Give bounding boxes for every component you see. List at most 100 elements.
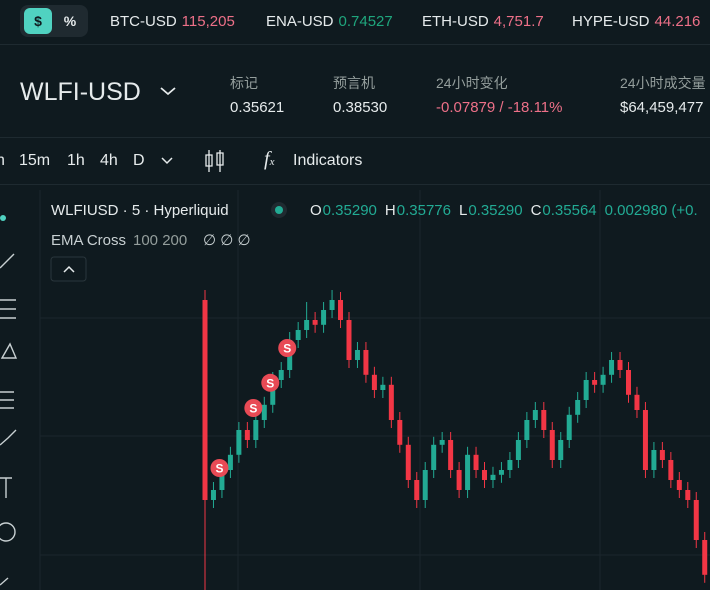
candle-body bbox=[685, 490, 691, 500]
candle-body bbox=[575, 400, 581, 415]
interval-dropdown[interactable] bbox=[160, 156, 174, 166]
stat-label: 标记 bbox=[230, 75, 258, 91]
sell-signal-label: S bbox=[249, 402, 257, 416]
market-stat: 预言机 0.38530 bbox=[333, 73, 387, 116]
candle-body bbox=[448, 440, 454, 470]
ticker-item[interactable]: ETH-USD 4,751.7 bbox=[422, 13, 544, 30]
candle-body bbox=[482, 470, 488, 480]
candle-body bbox=[295, 330, 301, 340]
market-stat: 24小时变化 -0.07879 / -18.11% bbox=[436, 73, 562, 116]
ticker-bar: $ % BTC-USD 115,205 ENA-USD 0.74527 ETH-USD 4… bbox=[0, 0, 710, 45]
candle-body bbox=[354, 350, 360, 360]
candle-body bbox=[515, 440, 521, 460]
candle-body bbox=[227, 454, 233, 470]
candle-body bbox=[659, 450, 665, 460]
candle-body bbox=[422, 470, 428, 500]
currency-button[interactable]: % bbox=[63, 13, 77, 29]
sell-signal bbox=[261, 373, 280, 392]
candle-body bbox=[371, 374, 377, 390]
candle-body bbox=[702, 540, 708, 575]
ticker-price: 44.216 bbox=[654, 13, 701, 30]
interval-button[interactable]: 15m bbox=[19, 152, 51, 169]
candle-body bbox=[431, 444, 437, 470]
stat-value: 0.38530 bbox=[333, 99, 388, 116]
ticker-item[interactable]: BTC-USD 115,205 bbox=[110, 13, 235, 30]
ticker-symbol: ENA-USD bbox=[266, 13, 334, 30]
indicator-values: ∅ ∅ ∅ bbox=[203, 232, 251, 249]
ticker-price: 4,751.7 bbox=[493, 13, 544, 30]
candle-body bbox=[338, 300, 344, 320]
interval-button[interactable]: D bbox=[133, 152, 145, 169]
candle-body bbox=[583, 380, 589, 400]
candle-body bbox=[380, 384, 386, 390]
candle-body bbox=[600, 374, 606, 385]
candle-body bbox=[498, 470, 504, 475]
dropdown-icon[interactable] bbox=[158, 84, 178, 98]
candle-body bbox=[210, 490, 216, 500]
toolbar: h 15m 1h 4h D fx Indicators bbox=[0, 137, 710, 185]
candle-body bbox=[473, 454, 479, 470]
ticker-item[interactable]: HYPE-USD 44.216 bbox=[572, 13, 700, 30]
stat-label: 24小时变化 bbox=[436, 75, 508, 91]
candle-body bbox=[253, 420, 259, 440]
candle-body bbox=[363, 350, 369, 375]
sell-signal bbox=[244, 399, 263, 417]
candle-body bbox=[329, 300, 335, 310]
ohlc-change: 0.002980 (+0. bbox=[605, 202, 698, 219]
collapse-icon bbox=[63, 265, 75, 273]
stat-value: $64,459,477 bbox=[620, 99, 704, 116]
stat-label: 预言机 bbox=[333, 75, 375, 91]
indicator-params: 100 200 bbox=[133, 232, 187, 249]
ticker-price: 115,205 bbox=[181, 13, 235, 30]
ticker-item[interactable]: ENA-USD 0.74527 bbox=[266, 13, 393, 30]
candle-body bbox=[321, 310, 327, 325]
ticker-symbol: ETH-USD bbox=[422, 13, 489, 30]
candle-body bbox=[278, 370, 284, 380]
market-name[interactable]: WLFI-USD bbox=[20, 78, 141, 106]
interval-button[interactable]: 4h bbox=[100, 152, 118, 169]
candle-body bbox=[524, 420, 530, 440]
collapse-button[interactable] bbox=[50, 256, 87, 282]
candle-body bbox=[609, 360, 615, 375]
sell-signal-label: S bbox=[283, 342, 291, 356]
ticker-symbol: HYPE-USD bbox=[572, 13, 650, 30]
sell-signal-label: S bbox=[266, 376, 274, 390]
candle-body bbox=[651, 450, 657, 470]
stat-value: 0.35621 bbox=[230, 99, 285, 116]
candle-body bbox=[304, 320, 310, 330]
candle-body bbox=[634, 394, 640, 410]
fx-icon[interactable]: fx bbox=[264, 148, 275, 170]
candle-type-icon[interactable] bbox=[204, 148, 226, 174]
candle-body bbox=[405, 444, 411, 480]
sell-signal-label: S bbox=[215, 462, 223, 476]
candle-body bbox=[244, 430, 250, 440]
currency-button[interactable]: $ bbox=[24, 8, 52, 34]
candle-body bbox=[312, 320, 318, 325]
candle-body bbox=[346, 320, 352, 360]
candle-body bbox=[693, 500, 699, 540]
candle-body bbox=[566, 414, 572, 440]
candle-body bbox=[414, 480, 420, 500]
candle-body bbox=[397, 420, 403, 445]
candle-body bbox=[456, 470, 462, 490]
candle-body bbox=[388, 384, 394, 420]
candle-body bbox=[202, 300, 208, 500]
candle-body bbox=[490, 474, 496, 480]
candle-body bbox=[236, 430, 242, 455]
candle-body bbox=[617, 360, 623, 370]
candle-body bbox=[676, 480, 682, 490]
candle-body bbox=[626, 370, 631, 395]
drawing-tools[interactable] bbox=[0, 215, 18, 586]
ohlc-key: C bbox=[531, 202, 542, 219]
ohlc-value: 0.35290 bbox=[468, 202, 522, 219]
candle-body bbox=[549, 430, 555, 460]
ticker-symbol: BTC-USD bbox=[110, 13, 177, 30]
candle-body bbox=[465, 454, 471, 490]
candle-body bbox=[439, 440, 445, 445]
market-stat: 24小时成交量 $64,459,477 bbox=[620, 73, 706, 116]
interval-button[interactable]: h bbox=[0, 152, 5, 169]
ohlc-value: 0.35290 bbox=[323, 202, 377, 219]
interval-button[interactable]: 1h bbox=[67, 152, 85, 169]
indicators-button[interactable]: Indicators bbox=[293, 152, 363, 169]
